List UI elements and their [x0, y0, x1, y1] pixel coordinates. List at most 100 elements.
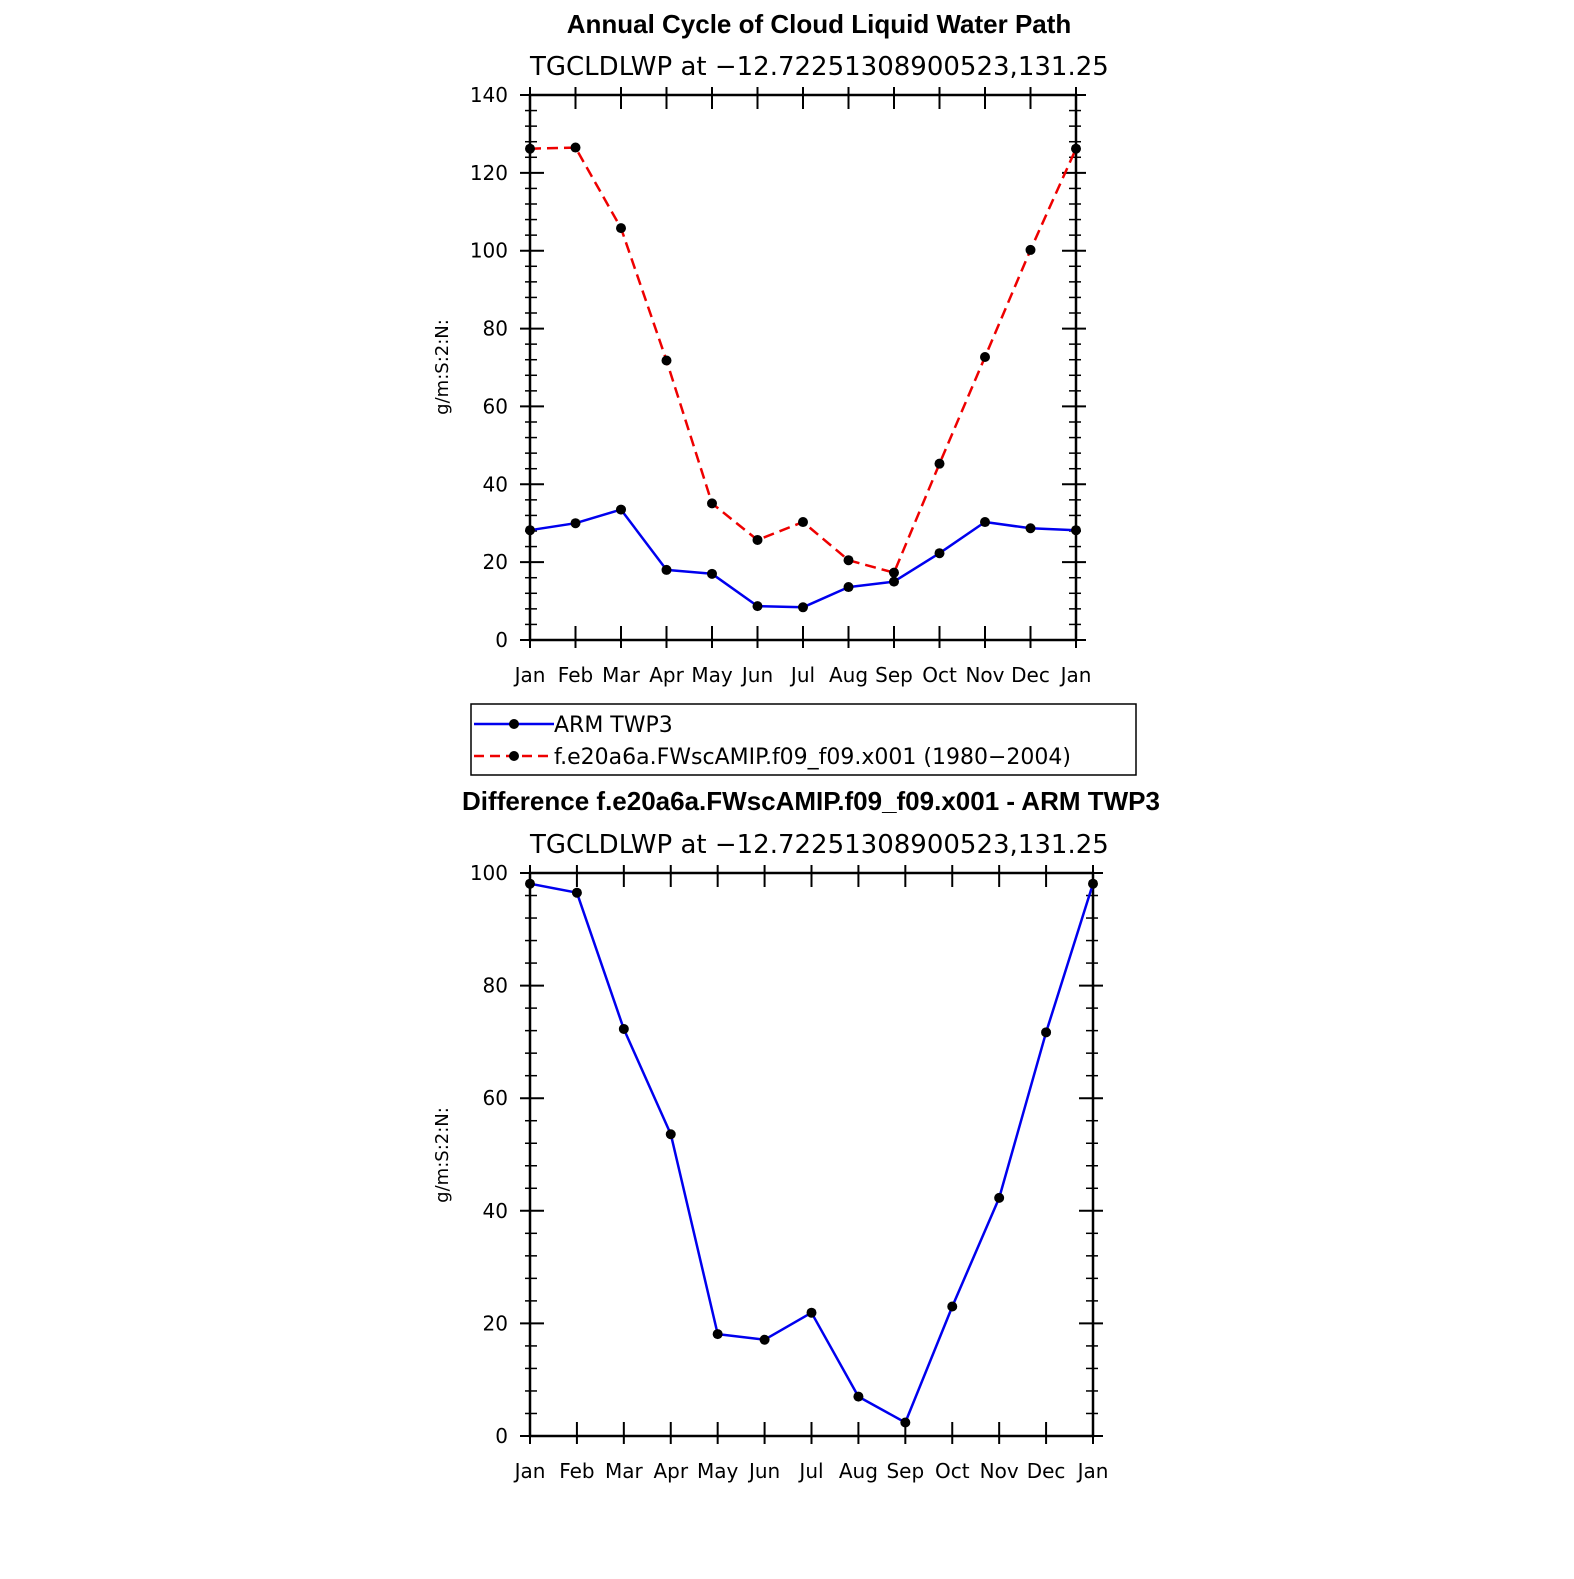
annual-cycle-point-model — [525, 143, 535, 154]
annual-cycle-point-arm-twp3 — [934, 548, 945, 559]
annual-cycle-x-tick-label: Feb — [558, 663, 593, 687]
annual-cycle-point-arm-twp3 — [570, 518, 581, 529]
annual-cycle-x-tick-label: Nov — [965, 663, 1004, 687]
difference-y-tick-label: 80 — [483, 974, 508, 998]
difference-x-tick-label: Jan — [513, 1459, 546, 1483]
legend-marker-model — [509, 751, 519, 761]
annual-cycle-panel: Annual Cycle of Cloud Liquid Water Path … — [432, 9, 1109, 687]
annual-cycle-point-model — [1071, 143, 1081, 154]
annual-cycle-x-tick-label: Oct — [922, 663, 957, 687]
legend-label-model: f.e20a6a.FWscAMIP.f09_f09.x001 (1980−200… — [554, 745, 1071, 770]
annual-cycle-point-arm-twp3 — [889, 576, 899, 587]
annual-cycle-y-axis-label: g/m:S:2:N: — [432, 319, 453, 415]
annual-cycle-x-tick-label: Jan — [513, 663, 546, 687]
difference-x-tick-label: Jun — [747, 1459, 780, 1483]
annual-cycle-y-tick-label: 120 — [470, 161, 508, 185]
annual-cycle-point-model — [798, 517, 808, 528]
annual-cycle-point-arm-twp3 — [707, 568, 717, 579]
annual-cycle-series — [525, 142, 1081, 613]
difference-x-tick-label: Apr — [653, 1459, 688, 1483]
difference-x-tick-label: Feb — [559, 1459, 594, 1483]
difference-point-difference — [571, 887, 582, 898]
difference-series-line-difference — [529, 882, 1095, 1424]
annual-cycle-x-tick-label: Jun — [740, 663, 773, 687]
legend-label-arm-twp3: ARM TWP3 — [554, 713, 673, 738]
annual-cycle-point-arm-twp3 — [980, 517, 990, 528]
annual-cycle-x-tick-label: Aug — [829, 663, 868, 687]
annual-cycle-point-arm-twp3 — [616, 504, 626, 515]
difference-x-tick-label: Jul — [797, 1459, 823, 1483]
difference-x-tick-label: Nov — [980, 1459, 1019, 1483]
annual-cycle-point-model — [752, 534, 763, 545]
difference-x-tick-label: Jan — [1076, 1459, 1109, 1483]
difference-point-difference — [853, 1391, 864, 1402]
difference-x-tick-label: May — [697, 1459, 739, 1483]
annual-cycle-point-model — [843, 555, 854, 566]
annual-cycle-point-arm-twp3 — [1025, 523, 1036, 534]
difference-y-tick-label: 100 — [470, 861, 508, 885]
annual-cycle-point-model — [934, 458, 945, 469]
annual-cycle-point-arm-twp3 — [1071, 525, 1081, 536]
difference-title: Difference f.e20a6a.FWscAMIP.f09_f09.x00… — [462, 786, 1160, 816]
difference-y-tick-label: 20 — [483, 1311, 508, 1335]
difference-point-difference — [618, 1023, 629, 1034]
annual-cycle-point-arm-twp3 — [752, 601, 763, 612]
difference-series — [525, 878, 1098, 1428]
annual-cycle-title: Annual Cycle of Cloud Liquid Water Path — [567, 9, 1072, 39]
legend: ARM TWP3 f.e20a6a.FWscAMIP.f09_f09.x001 … — [470, 703, 1137, 776]
difference-y-tick-label: 0 — [495, 1424, 508, 1448]
annual-cycle-y-tick-label: 100 — [470, 239, 508, 263]
legend-marker-arm-twp3 — [509, 719, 519, 729]
annual-cycle-y-tick-label: 60 — [483, 394, 508, 418]
annual-cycle-plot-frame — [528, 93, 1078, 642]
annual-cycle-point-model — [661, 355, 672, 366]
difference-x-tick-label: Sep — [886, 1459, 924, 1483]
difference-x-tick-label: Dec — [1027, 1459, 1066, 1483]
difference-point-difference — [712, 1329, 723, 1340]
difference-point-difference — [665, 1129, 676, 1140]
difference-point-difference — [947, 1301, 958, 1312]
annual-cycle-x-tick-label: Jul — [789, 663, 815, 687]
annual-cycle-point-model — [1025, 244, 1036, 255]
annual-cycle-y-tick-label: 140 — [470, 83, 508, 107]
annual-cycle-point-model — [570, 142, 581, 153]
annual-cycle-point-model — [707, 498, 717, 509]
annual-cycle-point-model — [616, 223, 626, 234]
annual-cycle-y-tick-label: 0 — [495, 628, 508, 652]
difference-point-difference — [994, 1192, 1005, 1203]
difference-y-axis-label: g/m:S:2:N: — [432, 1107, 453, 1203]
annual-cycle-point-arm-twp3 — [661, 564, 672, 575]
annual-cycle-axes: Jan Feb Mar Apr May Jun Jul Aug Sep Oct Nov Dec Jan0… — [470, 83, 1092, 687]
annual-cycle-x-tick-label: Sep — [875, 663, 913, 687]
difference-point-difference — [1088, 878, 1098, 889]
annual-cycle-y-tick-label: 40 — [483, 472, 508, 496]
annual-cycle-x-tick-label: Jan — [1059, 663, 1092, 687]
difference-subtitle: TGCLDLWP at −12.72251308900523,131.25 — [529, 830, 1109, 860]
annual-cycle-y-tick-label: 80 — [483, 317, 508, 341]
annual-cycle-x-tick-label: Mar — [602, 663, 641, 687]
difference-point-difference — [1041, 1027, 1052, 1038]
annual-cycle-subtitle: TGCLDLWP at −12.72251308900523,131.25 — [529, 52, 1109, 82]
annual-cycle-x-tick-label: Dec — [1011, 663, 1050, 687]
difference-point-difference — [806, 1307, 817, 1318]
annual-cycle-point-arm-twp3 — [843, 582, 854, 593]
difference-x-tick-label: Oct — [935, 1459, 970, 1483]
annual-cycle-point-arm-twp3 — [798, 602, 808, 613]
annual-cycle-x-tick-label: May — [691, 663, 733, 687]
difference-point-difference — [525, 878, 535, 889]
difference-plot-frame — [528, 871, 1095, 1438]
annual-cycle-point-arm-twp3 — [525, 525, 535, 536]
annual-cycle-y-tick-label: 20 — [483, 550, 508, 574]
difference-point-difference — [759, 1334, 770, 1345]
difference-x-tick-label: Mar — [605, 1459, 644, 1483]
difference-axes: Jan Feb Mar Apr May Jun Jul Aug Sep Oct Nov Dec Jan0… — [470, 861, 1109, 1483]
difference-y-tick-label: 40 — [483, 1199, 508, 1223]
difference-x-tick-label: Aug — [839, 1459, 878, 1483]
annual-cycle-x-tick-label: Apr — [649, 663, 684, 687]
legend-box — [470, 703, 1137, 776]
annual-cycle-series-line-model — [529, 146, 1078, 574]
difference-point-difference — [900, 1417, 911, 1428]
difference-panel: Difference f.e20a6a.FWscAMIP.f09_f09.x00… — [432, 786, 1160, 1483]
